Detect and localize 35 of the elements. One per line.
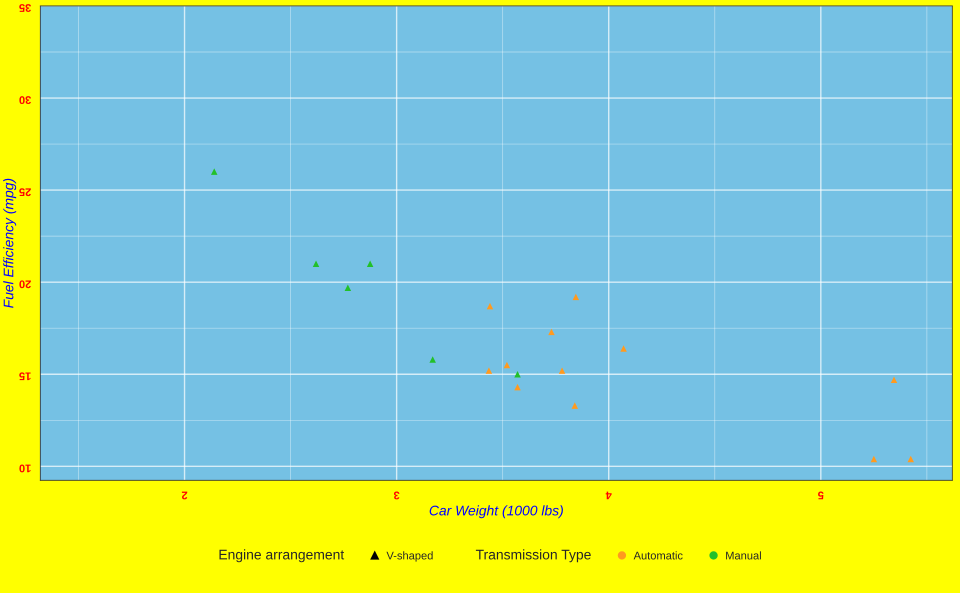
y-tick-label: 15: [19, 372, 31, 380]
y-tick-label: 30: [19, 96, 32, 104]
point: [907, 456, 914, 462]
x-axis-title: Car Weight (1000 lbs): [430, 505, 563, 518]
y-tick-label: 35: [19, 4, 32, 12]
x-tick-label: 2: [182, 492, 188, 500]
point: [548, 328, 555, 336]
legend-title: Transmission Type: [476, 549, 591, 562]
legend-label: Manual: [726, 551, 761, 560]
point: [514, 384, 521, 390]
x-tick-label: 5: [818, 492, 824, 500]
point: [210, 168, 218, 175]
point: [572, 402, 578, 409]
x-tick-label: 4: [606, 492, 612, 500]
point: [344, 284, 352, 291]
point: [890, 376, 898, 384]
legend-label: Automatic: [634, 551, 683, 560]
point: [486, 302, 494, 310]
text: V-shaped: [386, 551, 433, 562]
point: [870, 456, 878, 462]
point: [429, 356, 436, 363]
point: [620, 345, 627, 352]
x-tick-label: 3: [394, 492, 400, 500]
point: [572, 294, 580, 300]
y-axis-title: Fuel Efficiency (mpg): [3, 178, 16, 308]
y-tick-label: 10: [19, 464, 31, 472]
point: [558, 367, 566, 374]
point: [514, 370, 521, 378]
point: [366, 260, 374, 268]
point: [312, 260, 320, 268]
y-tick-label: 20: [19, 280, 31, 288]
text: Engine arrangement: [219, 549, 344, 562]
y-tick-label: 25: [19, 188, 31, 196]
point: [504, 362, 510, 368]
point: [486, 367, 492, 374]
